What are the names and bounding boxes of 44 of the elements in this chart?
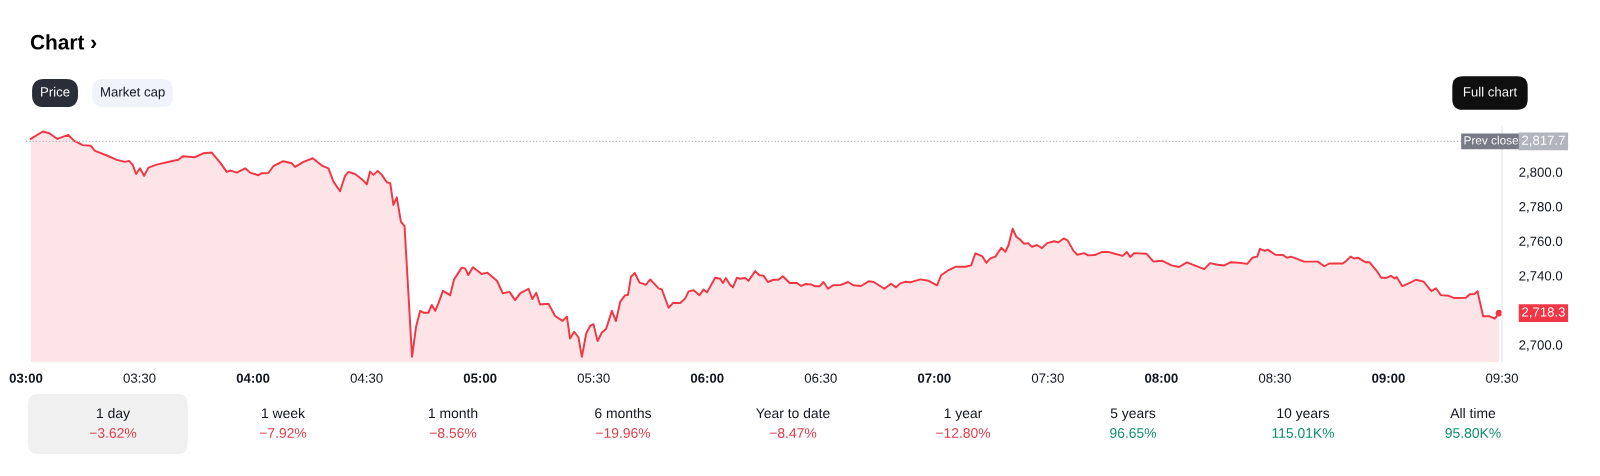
y-tick-label: 2,700.0	[1519, 340, 1563, 352]
x-tick-label: 09:00	[1372, 373, 1405, 383]
text: 95.80K%	[1445, 428, 1501, 438]
text: 1 day	[97, 407, 130, 421]
text: 5 years	[1110, 408, 1156, 421]
text: −8.47%	[769, 428, 817, 438]
y-tick-label: 2,800.0	[1519, 167, 1563, 179]
chart-title: Chart ›	[30, 34, 97, 50]
text: 115.01K%	[1272, 428, 1335, 438]
text: Market cap	[101, 86, 165, 100]
y-tick-label: 2,780.0	[1519, 202, 1563, 213]
text: All time	[1450, 407, 1496, 419]
x-tick-label: 03:00	[9, 373, 43, 383]
x-tick-label: 07:00	[917, 373, 951, 383]
text: 1 week	[262, 407, 306, 419]
y-tick-label: 2,740.0	[1519, 271, 1563, 283]
text: −7.92%	[259, 428, 307, 438]
text: 6 months	[595, 407, 652, 419]
y-tick-label: 2,760.0	[1519, 236, 1563, 248]
x-tick-label: 05:30	[577, 373, 610, 383]
text: Year to date	[756, 407, 830, 419]
x-tick-label: 03:30	[123, 373, 156, 383]
text: −8.56%	[429, 428, 477, 438]
x-tick-label: 04:00	[236, 373, 270, 383]
text: 2,817.7	[1522, 135, 1565, 147]
x-tick-label: 07:30	[1031, 373, 1064, 383]
text: −19.96%	[596, 428, 651, 438]
text: Full chart	[1463, 86, 1518, 97]
x-tick-label: 08:00	[1145, 373, 1178, 383]
x-tick-label: 06:00	[690, 373, 724, 383]
x-tick-label: 04:30	[350, 373, 383, 383]
x-tick-label: 09:30	[1486, 373, 1518, 383]
annotation: 2,718.3	[1522, 307, 1565, 319]
text: 1 year	[944, 408, 983, 421]
text: −12.80%	[936, 428, 991, 438]
text: 96.65%	[1110, 428, 1157, 438]
x-tick-label: 06:30	[804, 373, 837, 383]
text: −3.62%	[89, 428, 137, 438]
text: Price	[41, 86, 70, 97]
ref-line-label: Prev close	[1464, 135, 1519, 145]
text: 10 years	[1277, 408, 1330, 421]
text: 1 month	[428, 407, 478, 419]
x-tick-label: 05:00	[463, 373, 497, 383]
x-tick-label: 08:30	[1258, 373, 1291, 383]
